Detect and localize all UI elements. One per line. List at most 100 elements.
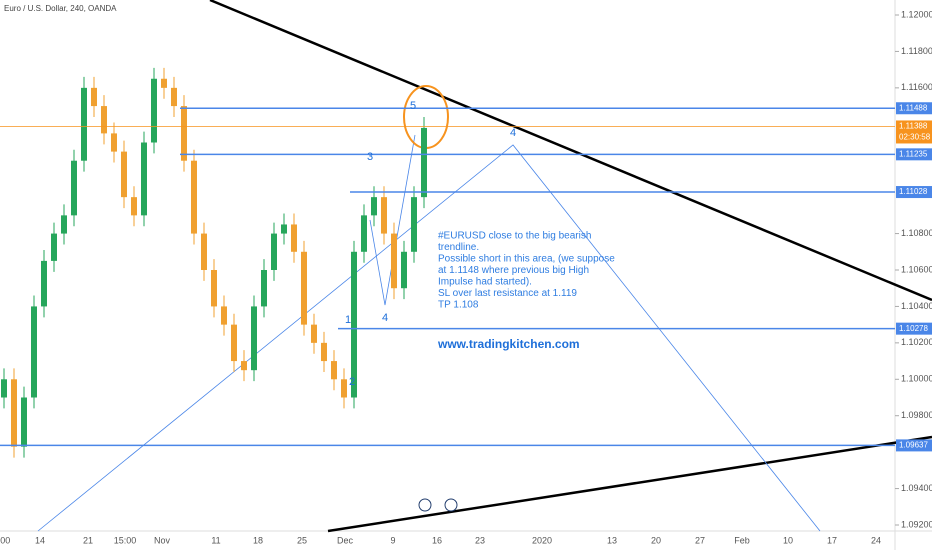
candle-body bbox=[181, 106, 187, 161]
price-label: 1.11488 bbox=[899, 103, 928, 112]
x-tick-label: 10 bbox=[783, 535, 793, 545]
price-label: 1.10278 bbox=[899, 324, 928, 333]
candle-body bbox=[281, 224, 287, 234]
y-tick-label: 1.11600 bbox=[901, 82, 932, 92]
candle-body bbox=[211, 270, 217, 307]
x-tick-label: Dec bbox=[337, 535, 354, 545]
candle-body bbox=[71, 160, 77, 216]
candle-body bbox=[81, 87, 87, 161]
candle-body bbox=[401, 251, 407, 289]
candle-body bbox=[341, 379, 347, 398]
candle-body bbox=[11, 379, 17, 447]
candle-body bbox=[1, 379, 7, 398]
x-tick-label: 25 bbox=[297, 535, 307, 545]
candle-body bbox=[61, 215, 67, 234]
candle-body bbox=[111, 133, 117, 152]
note-line: Possible short in this area, (we suppose bbox=[438, 254, 615, 265]
candle-body bbox=[221, 306, 227, 325]
x-tick-label: Feb bbox=[734, 535, 750, 545]
wave-label: 5 bbox=[410, 100, 416, 112]
note-line: trendline. bbox=[438, 242, 479, 253]
candle-body bbox=[301, 251, 307, 325]
note-line: SL over last resistance at 1.119 bbox=[438, 288, 577, 299]
price-label-box bbox=[896, 439, 932, 452]
candle-body bbox=[191, 160, 197, 234]
x-tick-label: :00 bbox=[0, 535, 10, 545]
candle-body bbox=[421, 127, 427, 198]
x-tick-label: 27 bbox=[695, 535, 705, 545]
x-tick-label: Nov bbox=[154, 535, 171, 545]
price-label: 1.09637 bbox=[899, 441, 928, 450]
candle-body bbox=[331, 361, 337, 380]
price-label: 1.11028 bbox=[899, 187, 928, 196]
x-tick-label: 2020 bbox=[532, 535, 552, 545]
candle-body bbox=[311, 324, 317, 343]
x-tick-label: 14 bbox=[35, 535, 45, 545]
price-label-box bbox=[896, 102, 932, 115]
bullish-trendline bbox=[327, 435, 932, 533]
wave-label: 1 bbox=[345, 314, 351, 326]
y-tick-label: 1.10600 bbox=[901, 264, 932, 274]
candle-body bbox=[151, 78, 157, 143]
wave-label: 2 bbox=[349, 376, 355, 388]
note-line: at 1.1148 where previous big High bbox=[438, 265, 589, 276]
candle-body bbox=[261, 270, 267, 307]
candle-body bbox=[251, 306, 257, 371]
candle-body bbox=[321, 342, 327, 362]
bearish-trendline bbox=[209, 0, 932, 302]
candle-body bbox=[21, 397, 27, 447]
candle-body bbox=[31, 306, 37, 398]
x-tick-label: 21 bbox=[83, 535, 93, 545]
x-tick-label: 15:00 bbox=[114, 535, 137, 545]
chart-title: Euro / U.S. Dollar, 240, OANDA bbox=[4, 4, 117, 13]
x-tick-label: 20 bbox=[651, 535, 661, 545]
candle-body bbox=[121, 151, 127, 198]
candle-body bbox=[241, 361, 247, 371]
x-tick-label: 9 bbox=[390, 535, 395, 545]
note-line: TP 1.108 bbox=[438, 300, 479, 311]
x-tick-label: 23 bbox=[475, 535, 485, 545]
candle-body bbox=[271, 233, 277, 270]
candle-body bbox=[101, 106, 107, 134]
last-price-label: 1.11388 bbox=[899, 122, 928, 131]
last-price-box bbox=[896, 120, 932, 144]
candle-body bbox=[231, 324, 237, 362]
y-tick-label: 1.10400 bbox=[901, 301, 932, 311]
y-tick-label: 1.09200 bbox=[901, 519, 932, 529]
y-tick-label: 1.10000 bbox=[901, 374, 932, 384]
candle-body bbox=[201, 233, 207, 270]
y-tick-label: 1.12000 bbox=[901, 9, 932, 19]
link-text: www.tradingkitchen.com bbox=[437, 337, 580, 351]
price-label-box bbox=[896, 322, 932, 335]
x-tick-label: 16 bbox=[432, 535, 442, 545]
candle-body bbox=[411, 197, 417, 252]
wave-label: 4 bbox=[382, 312, 388, 324]
price-label-box bbox=[896, 186, 932, 199]
y-tick-label: 1.09400 bbox=[901, 483, 932, 493]
x-tick-label: 24 bbox=[871, 535, 881, 545]
wave-label: 3 bbox=[367, 151, 373, 163]
price-label: 1.11235 bbox=[899, 149, 928, 158]
candle-body bbox=[141, 142, 147, 216]
x-tick-label: 11 bbox=[211, 535, 220, 545]
candle-body bbox=[161, 78, 167, 88]
x-tick-label: 18 bbox=[253, 535, 263, 545]
y-tick-label: 1.10800 bbox=[901, 228, 932, 238]
y-tick-label: 1.10200 bbox=[901, 337, 932, 347]
candle-body bbox=[361, 215, 367, 252]
event-icon bbox=[418, 498, 432, 512]
price-label-box bbox=[896, 148, 932, 161]
note-line: #EURUSD close to the big bearish bbox=[438, 231, 591, 242]
candle-body bbox=[131, 197, 137, 216]
event-icon bbox=[444, 498, 458, 512]
triangle-lines bbox=[37, 144, 821, 532]
note-line: Impulse had started). bbox=[438, 277, 532, 288]
candle-body bbox=[391, 233, 397, 289]
countdown-label: 02:30:58 bbox=[899, 133, 931, 142]
candle-body bbox=[41, 260, 47, 307]
candle-body bbox=[351, 251, 357, 398]
x-tick-label: 13 bbox=[607, 535, 617, 545]
wave-label: 4 bbox=[510, 127, 516, 139]
